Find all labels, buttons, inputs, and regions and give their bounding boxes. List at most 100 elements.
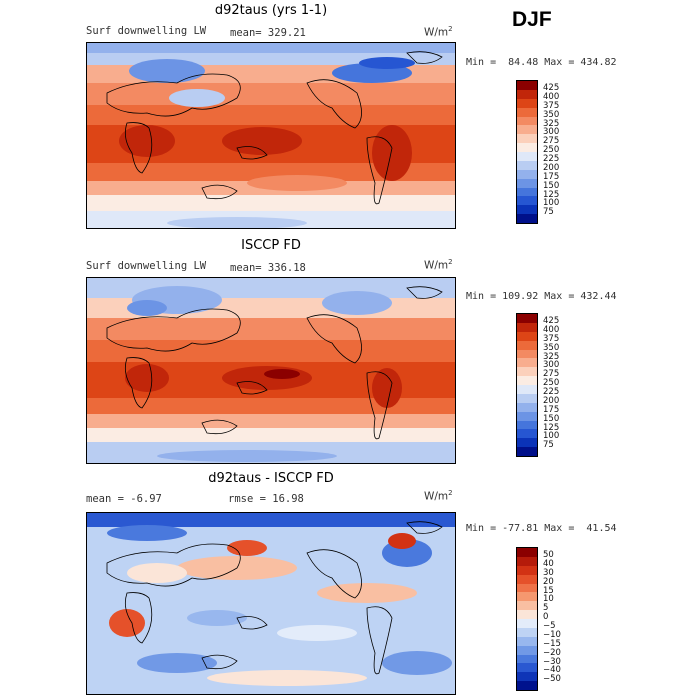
colorbar-tick-label: 375 bbox=[543, 100, 560, 111]
colorbar-swatch bbox=[517, 214, 537, 223]
colorbar-tick-label: 275 bbox=[543, 136, 560, 147]
colorbar-swatch bbox=[517, 402, 537, 412]
panel3-colorbar-labels: 50 40 30 20 15 10 5 0 −5 −10 −15 −20 −30 −40 −50 bbox=[543, 551, 561, 684]
panel1-colorbar-swatches bbox=[516, 80, 538, 224]
colorbar-swatch bbox=[517, 447, 537, 456]
colorbar-swatch bbox=[517, 663, 537, 673]
colorbar-swatch bbox=[517, 81, 537, 90]
colorbar-swatch bbox=[517, 610, 537, 619]
colorbar-tick-label: −5 bbox=[543, 621, 556, 631]
colorbar-tick-label: −40 bbox=[543, 665, 561, 676]
colorbar-swatch bbox=[517, 627, 537, 637]
colorbar-swatch bbox=[517, 314, 537, 323]
colorbar-tick-label: 375 bbox=[543, 333, 560, 344]
colorbar-swatch bbox=[517, 89, 537, 99]
colorbar-swatch bbox=[517, 601, 537, 611]
panel1-units: W/m2 bbox=[424, 25, 453, 39]
colorbar-tick-label: 10 bbox=[543, 594, 554, 605]
colorbar-tick-label: −30 bbox=[543, 656, 561, 667]
panel3-title: d92taus - ISCCP FD bbox=[208, 471, 334, 486]
colorbar-tick-label: 75 bbox=[543, 207, 554, 218]
colorbar-swatch bbox=[517, 196, 537, 206]
colorbar-swatch bbox=[517, 645, 537, 655]
colorbar-tick-label: 50 bbox=[543, 550, 554, 560]
panel1-colorbar: 425 400 375 350 325 300 275 250 225 200 175 150 125 1… bbox=[516, 80, 606, 228]
colorbar-tick-label: 425 bbox=[543, 316, 560, 326]
colorbar-swatch bbox=[517, 125, 537, 135]
colorbar-tick-label: 400 bbox=[543, 91, 560, 102]
colorbar-tick-label: 200 bbox=[543, 395, 560, 406]
season-label: DJF bbox=[512, 8, 552, 31]
colorbar-swatch bbox=[517, 565, 537, 575]
colorbar-tick-label: 250 bbox=[543, 378, 560, 389]
colorbar-tick-label: 300 bbox=[543, 127, 560, 138]
panel2-stats: Min = 109.92 Max = 432.44 bbox=[466, 291, 617, 302]
colorbar-tick-label: 350 bbox=[543, 109, 560, 120]
colorbar-swatch bbox=[517, 429, 537, 439]
colorbar-swatch bbox=[517, 438, 537, 448]
panel3-map bbox=[86, 512, 456, 695]
colorbar-swatch bbox=[517, 420, 537, 430]
colorbar-tick-label: 325 bbox=[543, 351, 560, 362]
colorbar-swatch bbox=[517, 385, 537, 394]
panel1-stats: Min = 84.48 Max = 434.82 bbox=[466, 57, 617, 68]
colorbar-swatch bbox=[517, 358, 537, 368]
colorbar-tick-label: 20 bbox=[543, 576, 554, 587]
panel1-subtitle: Surf downwelling LW bbox=[86, 25, 207, 37]
colorbar-tick-label: 175 bbox=[543, 171, 560, 182]
colorbar-swatch bbox=[517, 340, 537, 350]
colorbar-tick-label: 75 bbox=[543, 440, 554, 451]
colorbar-tick-label: 100 bbox=[543, 431, 560, 442]
panel1-map bbox=[86, 42, 456, 229]
panel3-stats: Min = -77.81 Max = 41.54 bbox=[466, 523, 617, 534]
panel1-mean: mean= 329.21 bbox=[230, 27, 306, 39]
colorbar-swatch bbox=[517, 322, 537, 332]
colorbar-swatch bbox=[517, 152, 537, 161]
colorbar-tick-label: 250 bbox=[543, 145, 560, 156]
colorbar-swatch bbox=[517, 331, 537, 341]
colorbar-tick-label: 325 bbox=[543, 118, 560, 129]
panel2-units: W/m2 bbox=[424, 258, 453, 272]
panel3-colorbar: 50 40 30 20 15 10 5 0 −5 −10 −15 −20 −30 −40 −50 bbox=[516, 547, 606, 695]
colorbar-swatch bbox=[517, 583, 537, 593]
colorbar-swatch bbox=[517, 160, 537, 170]
colorbar-tick-label: 125 bbox=[543, 189, 560, 200]
panel2-colorbar: 425 400 375 350 325 300 275 250 225 200 175 150 125 1… bbox=[516, 313, 606, 461]
colorbar-swatch bbox=[517, 205, 537, 215]
colorbar-swatch bbox=[517, 134, 537, 144]
colorbar-tick-label: 300 bbox=[543, 360, 560, 371]
panel2-map bbox=[86, 277, 456, 464]
panel3-mean: mean = -6.97 bbox=[86, 493, 162, 505]
colorbar-tick-label: 200 bbox=[543, 162, 560, 173]
colorbar-tick-label: 225 bbox=[543, 154, 560, 164]
colorbar-swatch bbox=[517, 681, 537, 690]
colorbar-tick-label: 150 bbox=[543, 180, 560, 191]
colorbar-swatch bbox=[517, 376, 537, 385]
colorbar-swatch bbox=[517, 574, 537, 584]
colorbar-tick-label: 5 bbox=[543, 603, 549, 614]
panel3-map-svg bbox=[87, 513, 455, 694]
colorbar-tick-label: 150 bbox=[543, 413, 560, 424]
colorbar-tick-label: 275 bbox=[543, 369, 560, 380]
colorbar-tick-label: 125 bbox=[543, 422, 560, 433]
colorbar-tick-label: −10 bbox=[543, 629, 561, 640]
colorbar-swatch bbox=[517, 411, 537, 421]
panel2-colorbar-labels: 425 400 375 350 325 300 275 250 225 200 175 150 125 1… bbox=[543, 317, 559, 450]
colorbar-swatch bbox=[517, 548, 537, 557]
panel2-colorbar-swatches bbox=[516, 313, 538, 457]
panel2-map-svg bbox=[87, 278, 455, 463]
colorbar-swatch bbox=[517, 654, 537, 664]
colorbar-swatch bbox=[517, 116, 537, 126]
panel3-colorbar-swatches bbox=[516, 547, 538, 691]
colorbar-swatch bbox=[517, 556, 537, 566]
colorbar-tick-label: 100 bbox=[543, 198, 560, 209]
colorbar-swatch bbox=[517, 636, 537, 646]
colorbar-swatch bbox=[517, 367, 537, 377]
panel1-map-svg bbox=[87, 43, 455, 228]
colorbar-swatch bbox=[517, 619, 537, 628]
colorbar-swatch bbox=[517, 107, 537, 117]
colorbar-swatch bbox=[517, 393, 537, 403]
colorbar-tick-label: 425 bbox=[543, 83, 560, 93]
colorbar-tick-label: 225 bbox=[543, 387, 560, 397]
colorbar-tick-label: 400 bbox=[543, 324, 560, 335]
